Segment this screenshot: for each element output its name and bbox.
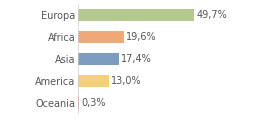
Text: 13,0%: 13,0% bbox=[111, 76, 141, 86]
Text: 49,7%: 49,7% bbox=[196, 10, 227, 20]
Bar bbox=[78, 75, 109, 87]
Text: 0,3%: 0,3% bbox=[81, 98, 106, 108]
Bar bbox=[78, 31, 124, 43]
Text: 19,6%: 19,6% bbox=[126, 32, 157, 42]
Bar bbox=[78, 53, 119, 65]
Text: 17,4%: 17,4% bbox=[121, 54, 151, 64]
Bar bbox=[78, 97, 79, 109]
Bar bbox=[78, 9, 194, 21]
